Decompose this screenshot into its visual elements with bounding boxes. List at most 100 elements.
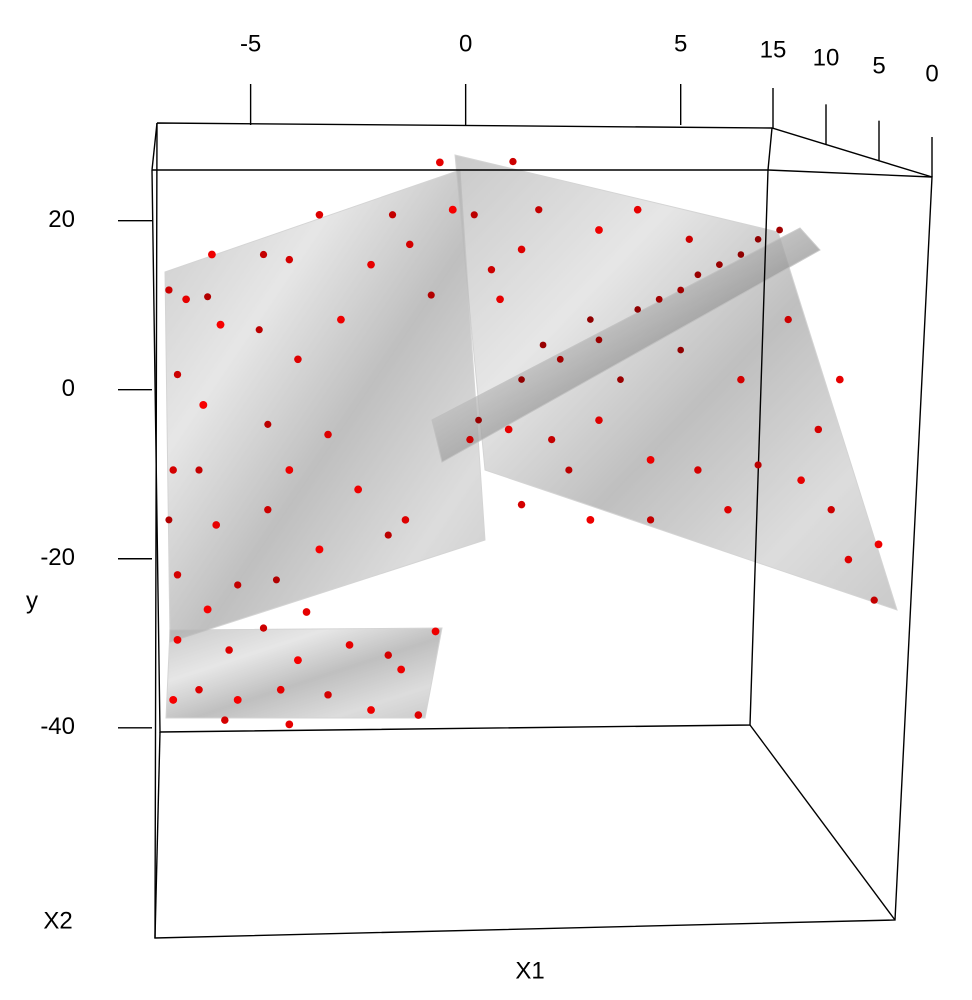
z-tick-label: 5 xyxy=(872,52,885,79)
point xyxy=(225,646,233,654)
point xyxy=(436,158,444,167)
y-tick-label: 20 xyxy=(48,206,75,233)
point xyxy=(401,516,410,524)
point xyxy=(844,555,853,564)
x-tick-label: -5 xyxy=(240,30,261,57)
point xyxy=(221,716,229,724)
point xyxy=(754,461,762,469)
point xyxy=(384,531,392,539)
x-axis-label: X1 xyxy=(515,957,544,984)
point xyxy=(797,476,805,484)
point xyxy=(285,720,294,729)
point xyxy=(294,355,302,364)
point xyxy=(556,355,564,363)
point xyxy=(195,685,203,694)
point xyxy=(694,466,702,474)
point xyxy=(315,545,324,554)
point xyxy=(285,255,294,264)
point xyxy=(324,430,332,439)
point xyxy=(694,271,702,279)
point xyxy=(595,226,603,234)
point xyxy=(504,425,513,434)
point xyxy=(677,346,684,354)
point xyxy=(677,286,685,294)
point xyxy=(587,316,594,323)
z-tick-label: 10 xyxy=(813,44,840,71)
point xyxy=(272,576,280,584)
point xyxy=(204,293,212,301)
point xyxy=(646,455,655,464)
z-tick-label: 15 xyxy=(760,36,787,63)
box-edge xyxy=(767,127,773,171)
box-edge xyxy=(154,122,933,939)
point xyxy=(548,435,556,444)
point xyxy=(724,505,732,514)
point xyxy=(195,466,203,474)
point xyxy=(384,651,392,659)
point xyxy=(539,341,547,349)
point xyxy=(388,211,397,219)
point xyxy=(827,506,835,514)
x-tick-label: 5 xyxy=(674,30,687,57)
point xyxy=(173,370,182,379)
point xyxy=(535,206,543,214)
point xyxy=(293,656,302,665)
point xyxy=(302,608,311,616)
point xyxy=(427,291,435,299)
point xyxy=(165,516,173,524)
point xyxy=(233,695,242,704)
point xyxy=(165,286,173,294)
point xyxy=(870,596,878,604)
point xyxy=(470,211,478,219)
point xyxy=(655,295,663,303)
point xyxy=(203,605,212,614)
point xyxy=(716,261,723,269)
point xyxy=(367,706,375,714)
point xyxy=(509,157,517,166)
point xyxy=(617,376,624,383)
point xyxy=(466,435,474,444)
point xyxy=(737,251,745,258)
point xyxy=(173,635,182,644)
surface xyxy=(164,169,486,643)
point xyxy=(754,235,762,243)
point xyxy=(173,571,182,579)
point xyxy=(276,685,285,694)
points xyxy=(165,157,883,729)
point xyxy=(324,691,332,699)
point xyxy=(208,250,216,259)
box xyxy=(151,122,933,939)
surface xyxy=(165,627,443,719)
point xyxy=(216,320,225,329)
box-edge xyxy=(767,169,933,178)
point xyxy=(199,400,208,409)
point xyxy=(259,624,268,632)
box-edge xyxy=(749,724,896,921)
y-tick-label: -20 xyxy=(40,544,75,571)
box-edge xyxy=(154,731,161,939)
point xyxy=(814,425,823,434)
box-edge xyxy=(151,122,158,171)
y-tick-label: 0 xyxy=(62,375,75,402)
point xyxy=(264,420,272,428)
y-axis-label: y xyxy=(26,587,38,614)
point xyxy=(646,516,655,524)
z-axis-label: X2 xyxy=(43,907,72,934)
point xyxy=(285,466,294,474)
point xyxy=(315,211,324,219)
point xyxy=(517,245,526,254)
point xyxy=(784,315,792,324)
point xyxy=(337,315,345,324)
point xyxy=(634,306,641,313)
point xyxy=(354,485,363,494)
z-tick-label: 0 xyxy=(925,60,938,87)
point xyxy=(397,665,406,674)
point xyxy=(835,375,844,384)
point xyxy=(414,711,423,719)
surfaces xyxy=(164,154,898,719)
point xyxy=(234,581,242,589)
point xyxy=(345,641,354,649)
point xyxy=(406,240,414,249)
point xyxy=(264,506,272,514)
